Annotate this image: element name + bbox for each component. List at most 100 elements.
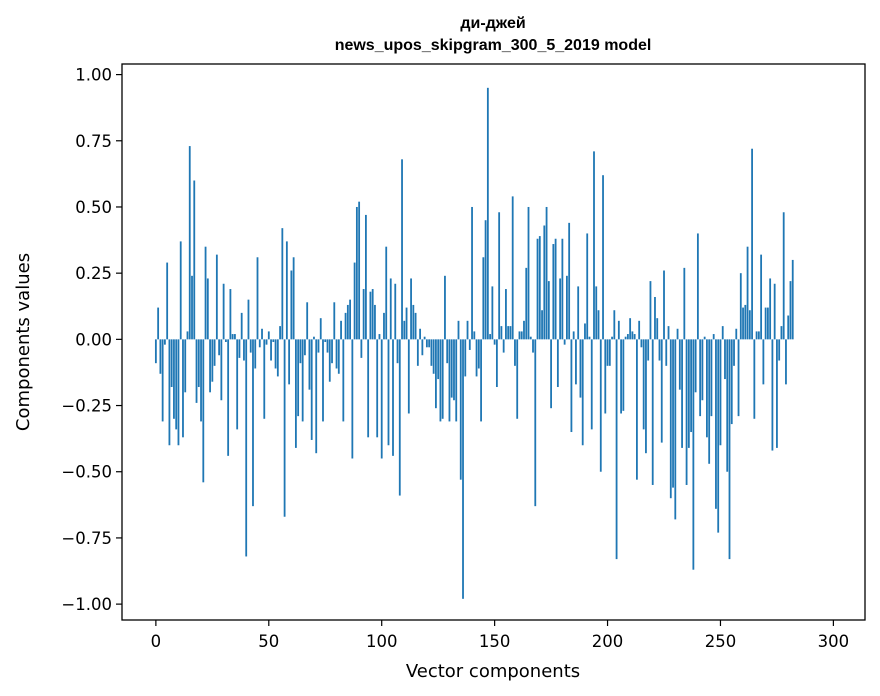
bar: [258, 339, 261, 348]
bar: [186, 331, 189, 340]
bar: [514, 339, 516, 366]
bar: [717, 339, 720, 533]
bar: [229, 289, 232, 340]
bar: [791, 259, 794, 340]
bar: [730, 339, 733, 425]
bar: [615, 339, 618, 560]
bar: [213, 339, 216, 366]
bar: [764, 307, 767, 340]
bar: [421, 339, 424, 356]
bar: [529, 336, 532, 340]
bar: [586, 233, 589, 340]
bar: [414, 312, 417, 340]
bar: [288, 339, 291, 385]
bar: [789, 281, 792, 340]
bar: [550, 339, 552, 409]
bar: [299, 339, 302, 364]
bar: [209, 339, 211, 393]
bar: [516, 339, 519, 419]
bar: [683, 267, 686, 340]
bar: [383, 312, 385, 340]
bar: [455, 339, 458, 422]
bar: [175, 339, 178, 430]
chart-title-line-1: ди-джей: [460, 15, 525, 32]
bar: [410, 278, 412, 340]
bar: [536, 238, 539, 340]
bar: [559, 278, 562, 340]
bar: [629, 318, 632, 340]
bar: [647, 339, 650, 361]
y-tick-label: −0.25: [61, 397, 112, 416]
bar: [552, 244, 555, 340]
bar: [739, 273, 742, 340]
bar: [358, 201, 361, 340]
bar: [392, 339, 394, 456]
bar: [633, 334, 636, 340]
bar: [486, 87, 489, 340]
bars-group: [154, 87, 794, 599]
bar: [342, 339, 345, 422]
bar: [247, 299, 250, 340]
bar: [317, 339, 320, 353]
bar: [737, 339, 740, 417]
bar: [708, 339, 711, 464]
bar: [468, 339, 471, 350]
bar: [256, 257, 259, 340]
bar: [170, 339, 173, 388]
bar: [238, 339, 241, 358]
bar: [222, 283, 225, 340]
bar: [337, 339, 340, 374]
bar: [776, 339, 778, 448]
x-tick-label: 150: [479, 632, 511, 651]
bar: [771, 339, 774, 451]
bar: [416, 339, 419, 366]
x-tick-label: 200: [592, 632, 624, 651]
bar: [412, 304, 415, 340]
bar: [344, 312, 347, 340]
bar: [523, 320, 525, 340]
bar: [543, 225, 546, 340]
bar: [753, 339, 756, 419]
bar: [243, 339, 245, 361]
bar: [511, 196, 514, 340]
bar: [220, 339, 223, 401]
bar: [335, 339, 338, 369]
bar: [694, 339, 697, 393]
bar: [276, 339, 279, 377]
x-tick-label: 250: [705, 632, 737, 651]
x-axis-label: Vector components: [406, 661, 580, 682]
bar: [263, 339, 266, 419]
bar: [240, 312, 243, 340]
bar: [292, 257, 295, 340]
bar: [376, 339, 379, 438]
bar: [177, 339, 180, 446]
bar: [279, 326, 281, 340]
bar: [333, 302, 336, 340]
bar: [563, 339, 566, 345]
bar: [272, 339, 275, 342]
bar: [401, 159, 403, 340]
bar: [649, 281, 652, 340]
bar: [645, 339, 647, 454]
bar: [660, 339, 663, 443]
bar: [446, 339, 449, 364]
bar: [699, 339, 702, 417]
bar: [622, 339, 625, 411]
bar: [430, 339, 433, 366]
bar: [570, 339, 573, 433]
bar: [611, 336, 613, 340]
bar: [507, 326, 510, 340]
bar: [157, 307, 160, 340]
bar: [685, 339, 688, 485]
x-tick-label: 50: [258, 632, 279, 651]
bar: [353, 262, 356, 340]
bar: [491, 286, 494, 340]
bar: [283, 339, 286, 517]
bar: [234, 334, 236, 340]
bar: [206, 278, 209, 340]
bar: [667, 326, 670, 340]
bar: [450, 339, 453, 398]
bar: [608, 339, 611, 366]
bar: [780, 326, 783, 340]
bar: [362, 289, 365, 340]
